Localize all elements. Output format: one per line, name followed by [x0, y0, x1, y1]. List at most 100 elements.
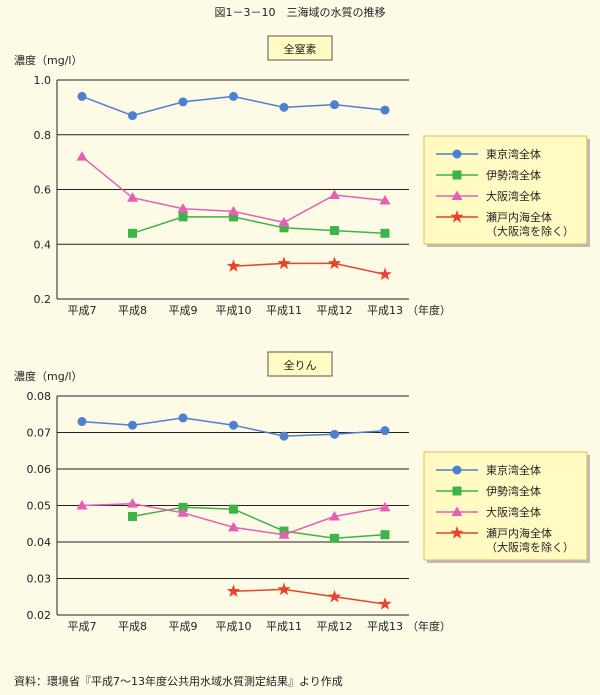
data-point: [327, 256, 342, 270]
x-axis-unit-label: （年度）: [407, 303, 451, 317]
data-point: [329, 189, 340, 199]
series-line: [233, 262, 386, 276]
chart-title-frame: [267, 35, 333, 61]
x-tick-label: 平成9: [169, 620, 198, 633]
y-axis-label: 濃度（mg/l）: [14, 369, 82, 383]
y-tick-label: 1.0: [34, 74, 52, 87]
x-tick-label: 平成7: [68, 304, 97, 317]
series-line: [132, 506, 386, 540]
data-point: [278, 216, 290, 227]
data-point: [178, 97, 188, 107]
series-3: [226, 582, 392, 610]
x-tick-label: 平成7: [68, 620, 97, 633]
legend-label: 大阪湾全体: [486, 505, 541, 519]
data-point: [378, 267, 392, 280]
x-tick-label: 平成10: [216, 620, 252, 633]
data-point: [178, 212, 188, 222]
page-title: 図1－3－10 三海域の水質の推移: [214, 6, 386, 19]
data-point: [229, 212, 238, 222]
y-tick-label: 0.08: [27, 390, 52, 403]
chart-title: 全窒素: [284, 42, 317, 56]
data-point: [279, 431, 289, 441]
series-line: [233, 588, 386, 605]
series-line: [132, 216, 386, 235]
data-point: [380, 105, 390, 115]
y-tick-label: 0.07: [27, 427, 52, 440]
chart-title-box: 全窒素: [267, 35, 333, 61]
legend-label: 東京湾全体: [486, 463, 541, 477]
data-point: [127, 498, 138, 508]
data-point: [128, 420, 137, 430]
x-axis-unit-label: （年度）: [407, 619, 451, 633]
legend-label-sub: （大阪湾を除く）: [486, 224, 574, 238]
y-tick-label: 0.6: [34, 184, 52, 197]
data-point: [378, 597, 392, 610]
data-point: [127, 192, 138, 202]
legend-label-sub: （大阪湾を除く）: [486, 540, 574, 554]
y-tick-label: 0.05: [27, 500, 52, 513]
x-tick-label: 平成11: [266, 620, 302, 633]
data-point: [128, 111, 137, 121]
y-tick-label: 0.04: [27, 536, 52, 549]
data-point: [330, 429, 339, 439]
data-point: [327, 589, 342, 603]
x-tick-label: 平成12: [317, 620, 353, 633]
data-point: [226, 584, 241, 597]
data-point: [330, 100, 339, 110]
data-point: [279, 223, 289, 233]
data-point: [178, 413, 188, 423]
legend-marker: [450, 210, 464, 223]
data-point: [279, 102, 289, 112]
legend-label: 大阪湾全体: [486, 189, 541, 203]
x-tick-label: 平成9: [169, 304, 198, 317]
series-3: [226, 256, 392, 280]
legend-marker: [451, 190, 463, 200]
legend-marker: [450, 526, 464, 539]
x-tick-label: 平成12: [317, 304, 353, 317]
y-tick-label: 0.02: [27, 609, 52, 622]
data-point: [226, 259, 241, 272]
data-point: [380, 228, 390, 238]
y-tick-label: 0.2: [34, 293, 52, 306]
data-point: [277, 256, 291, 270]
data-point: [380, 426, 390, 436]
y-tick-label: 0.4: [34, 238, 52, 251]
data-point: [228, 205, 239, 216]
legend-marker: [452, 170, 462, 180]
legend-label: 伊勢湾全体: [486, 484, 541, 498]
data-point: [229, 504, 238, 514]
data-point: [77, 91, 87, 101]
data-point: [229, 420, 238, 430]
x-tick-label: 平成8: [118, 304, 147, 317]
data-point: [177, 507, 189, 517]
y-tick-label: 0.8: [34, 129, 52, 142]
chart-title: 全りん: [284, 358, 317, 372]
data-point: [128, 511, 137, 521]
legend-marker: [452, 486, 462, 496]
legend-label: 瀬戸内海全体: [486, 526, 552, 540]
series-1: [128, 212, 390, 238]
data-point: [380, 530, 390, 540]
legend-label: 瀬戸内海全体: [486, 210, 552, 224]
legend-marker: [452, 149, 462, 159]
data-point: [229, 91, 238, 101]
source-note: 資料：環境省『平成7～13年度公共用水域水質測定結果』より作成: [14, 675, 343, 688]
series-2: [76, 498, 391, 539]
data-point: [228, 521, 239, 532]
legend-marker: [452, 465, 462, 475]
x-tick-label: 平成13: [367, 620, 403, 633]
y-tick-label: 0.06: [27, 463, 52, 476]
series-1: [128, 502, 390, 543]
x-tick-label: 平成11: [266, 304, 302, 317]
legend-label: 東京湾全体: [486, 147, 541, 161]
data-point: [77, 417, 87, 427]
data-point: [177, 203, 189, 213]
data-point: [277, 582, 291, 596]
data-point: [329, 510, 340, 521]
y-tick-label: 0.03: [27, 573, 52, 586]
chart-title-box: 全りん: [267, 351, 333, 377]
